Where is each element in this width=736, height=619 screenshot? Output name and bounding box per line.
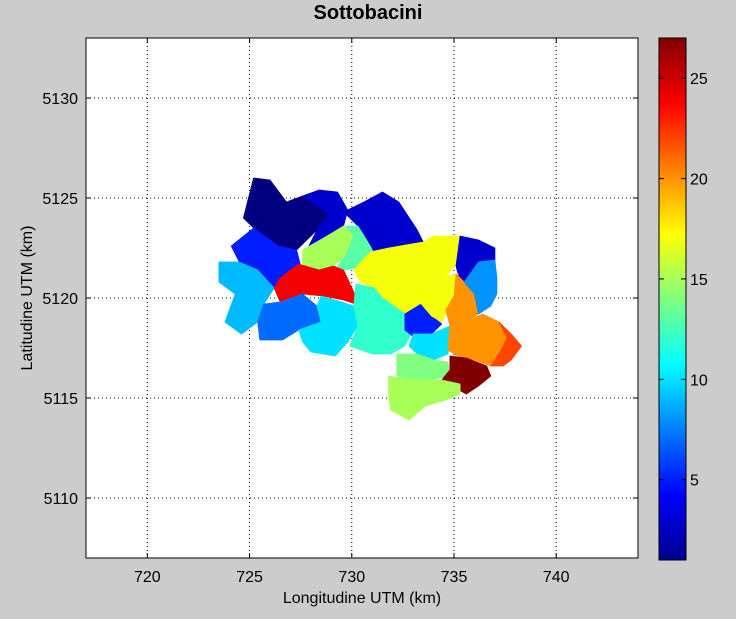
subbasin-20 xyxy=(490,321,522,367)
y-tick-label: 5120 xyxy=(42,291,78,308)
chart-title: Sottobacini xyxy=(313,2,423,24)
colorbar-tick-label: 15 xyxy=(690,272,708,289)
colorbar-tick-label: 20 xyxy=(690,172,708,189)
subbasin-11 xyxy=(257,293,322,341)
x-tick-label: 725 xyxy=(236,569,263,586)
subbasin-23 xyxy=(388,375,461,421)
colorbar-tick-label: 25 xyxy=(690,71,708,88)
subbasin-13 xyxy=(349,283,414,355)
colorbar-ticks: 5 10 15 20 25 xyxy=(659,71,708,490)
y-axis-label: Latitudine UTM (km) xyxy=(19,226,36,371)
y-tick-label: 5115 xyxy=(44,391,79,408)
colorbar xyxy=(658,37,687,561)
y-tick-label: 5125 xyxy=(42,191,78,208)
y-tick-label: 5110 xyxy=(44,491,79,508)
y-axis-ticks: 5110 5115 5120 5125 5130 xyxy=(42,91,638,508)
x-tick-label: 740 xyxy=(543,569,570,586)
subbasin-17 xyxy=(463,259,498,315)
colorbar-tick-label: 5 xyxy=(690,473,699,490)
subbasin-12 xyxy=(298,295,359,357)
x-axis-label: Longitudine UTM (km) xyxy=(283,590,441,607)
x-tick-label: 720 xyxy=(134,569,161,586)
y-tick-label: 5130 xyxy=(42,91,78,108)
subbasin-18 xyxy=(408,325,451,361)
x-tick-label: 730 xyxy=(338,569,365,586)
x-tick-label: 735 xyxy=(441,569,468,586)
x-axis-ticks: 720 725 730 735 740 xyxy=(134,38,570,586)
subbasin-regions xyxy=(218,177,522,421)
colorbar-tick-label: 10 xyxy=(690,372,708,389)
